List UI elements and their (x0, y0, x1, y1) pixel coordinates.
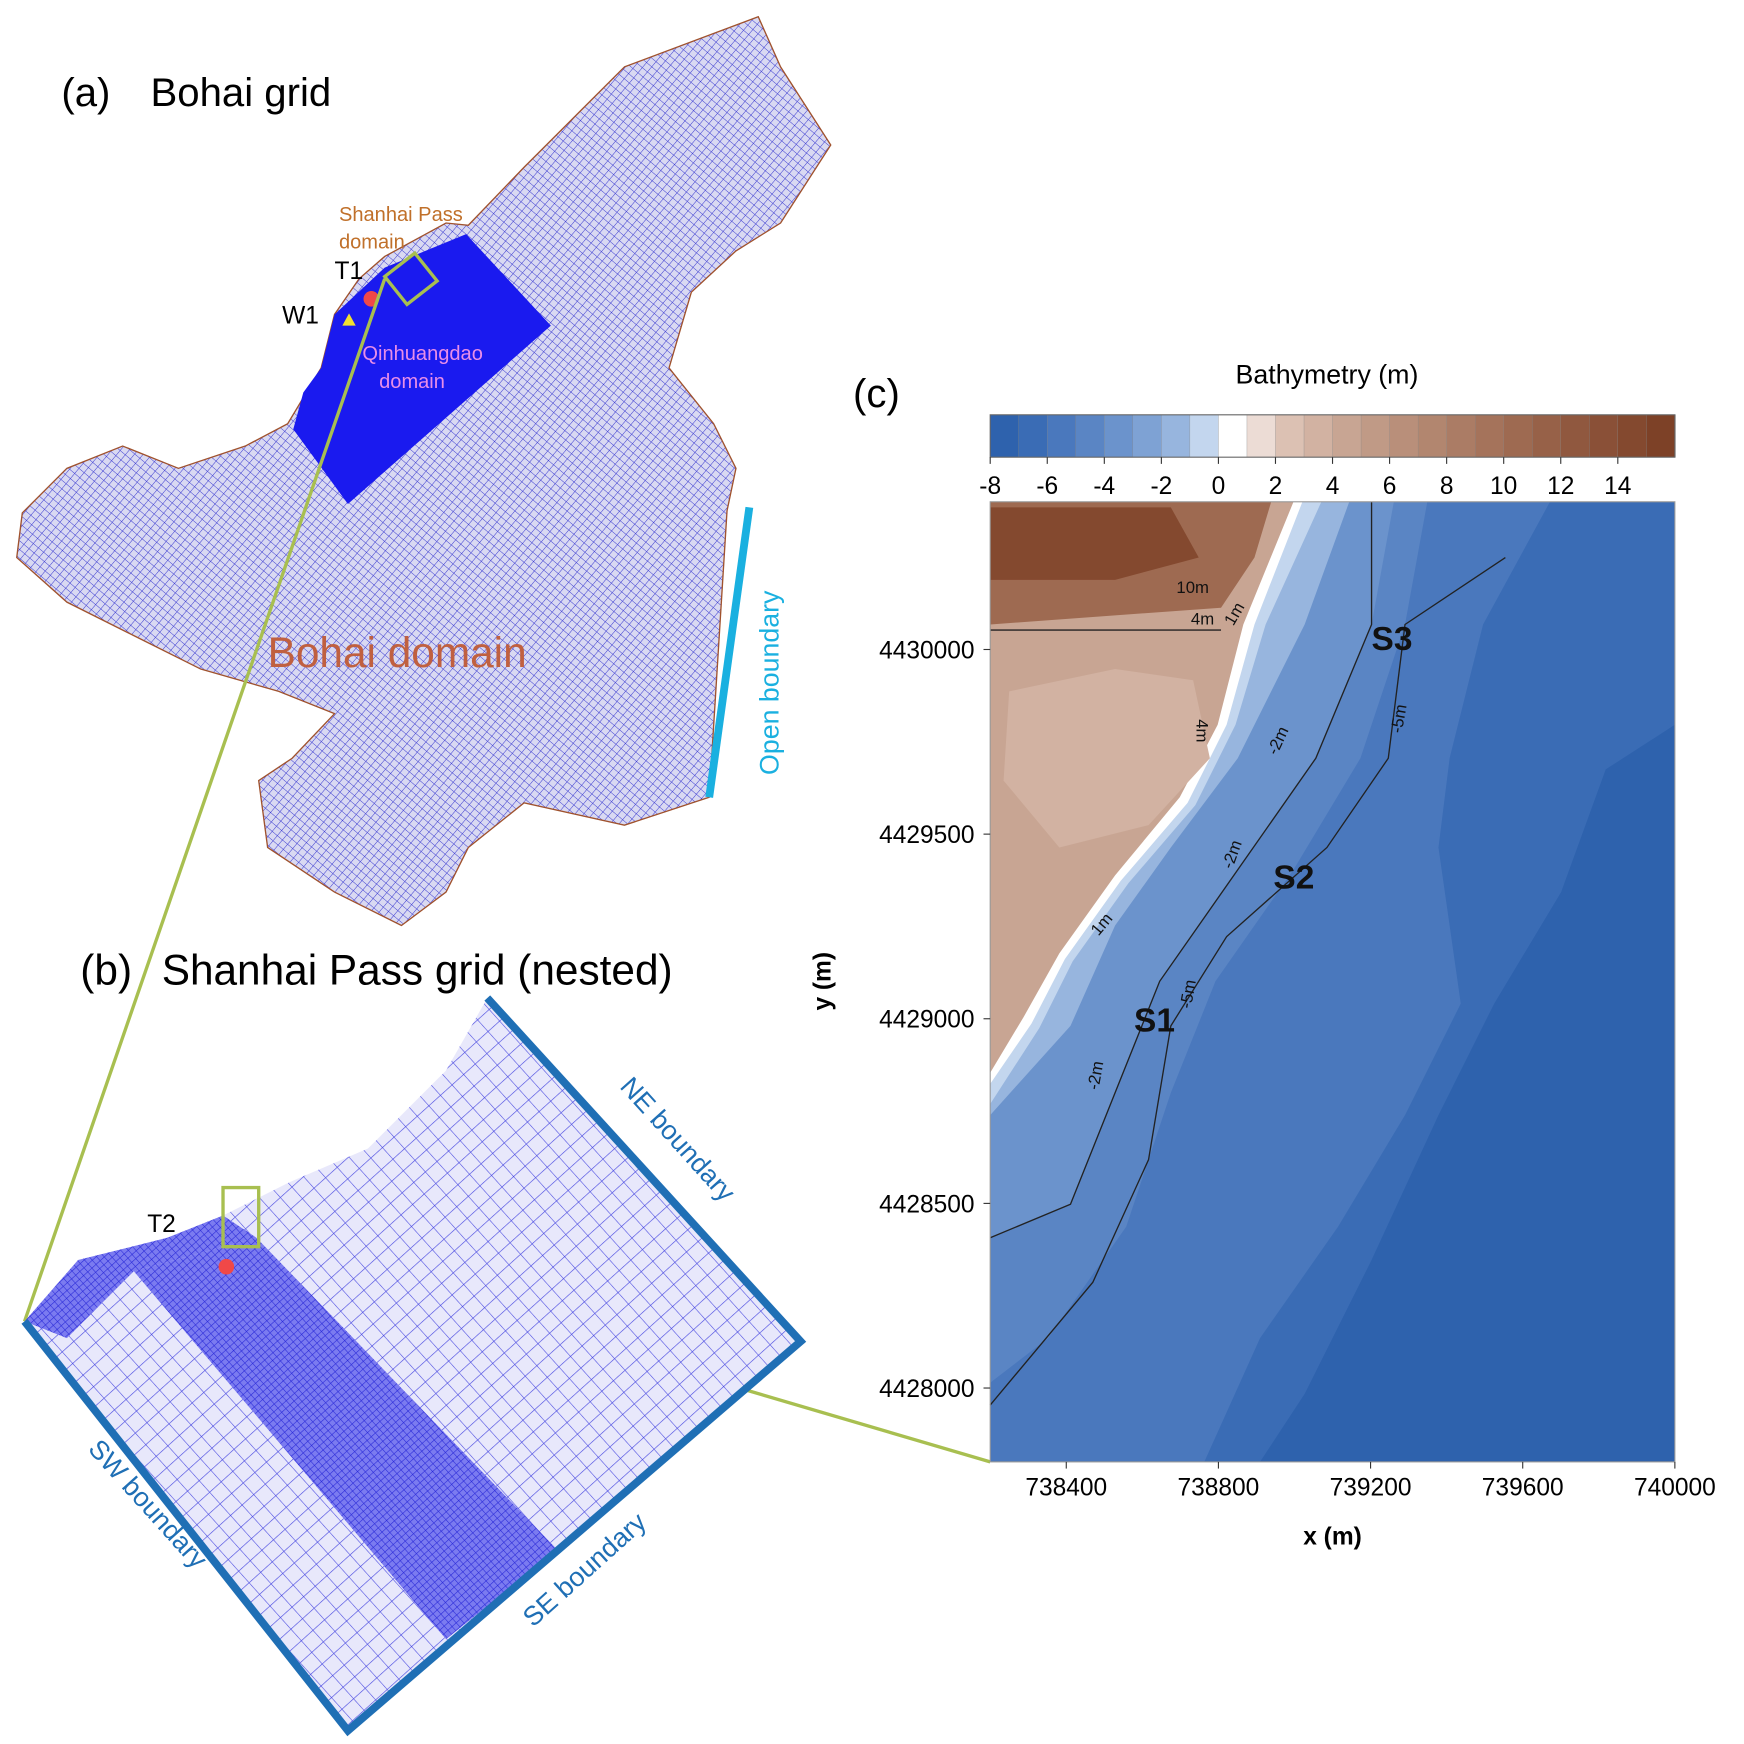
site-label: S2 (1273, 860, 1314, 897)
contour-label: -5m (1387, 703, 1411, 735)
colorbar-swatch (1332, 414, 1362, 458)
contour-label: 4m (1191, 609, 1214, 628)
contour-label: -2m (1084, 1060, 1108, 1092)
colorbar-tick-label: 14 (1604, 473, 1631, 500)
plot-frame (989, 501, 1676, 1463)
y-tick-label: 4429000 (879, 1007, 974, 1034)
colorbar-tick-label: -6 (1036, 473, 1058, 500)
x-tick-label: 739600 (1482, 1474, 1564, 1501)
colorbar-tick-label: 4 (1326, 473, 1340, 500)
panel-a: (a) Bohai grid Shanhai Pass domain T1 W1… (16, 15, 832, 927)
site-label: S3 (1372, 621, 1413, 658)
w1-marker (342, 313, 356, 326)
shanhai-box (382, 250, 440, 307)
x-tick-label: 738800 (1178, 1474, 1260, 1501)
colorbar-tick-label: 0 (1212, 473, 1226, 500)
connector (22, 278, 387, 1322)
colorbar-tick-label: -2 (1150, 473, 1172, 500)
x-tick-label: 739200 (1330, 1474, 1412, 1501)
contour-label: -5m (1176, 978, 1200, 1010)
colorbar-tick-label: 6 (1383, 473, 1397, 500)
contour-label: 10m (1176, 578, 1209, 597)
panel-title: Bohai grid (151, 70, 332, 115)
colorbar-swatch (1589, 414, 1619, 458)
colorbar-swatch (990, 414, 1020, 458)
colorbar-swatch (1189, 414, 1220, 458)
shanhai-label: Shanhai Pass (339, 204, 463, 226)
colorbar-swatch (1446, 414, 1476, 458)
x-tick-label: 738400 (1025, 1474, 1107, 1501)
colorbar-swatch (1218, 414, 1248, 458)
panel-label: (a) (61, 70, 110, 115)
colorbar-tick-label: -8 (979, 473, 1001, 500)
y-tick-label: 4429500 (879, 822, 974, 849)
refined-mesh (133, 1237, 558, 1640)
site-label: T2 (147, 1211, 176, 1238)
site-label: S1 (1134, 1002, 1175, 1039)
colorbar-swatch (1503, 414, 1533, 458)
colorbar-swatch (1389, 414, 1419, 458)
y-tick-label: 4428500 (879, 1191, 974, 1218)
shanhai-mesh (24, 998, 801, 1731)
colorbar-tick-label: -4 (1093, 473, 1115, 500)
colorbar-swatch (1646, 414, 1676, 458)
colorbar-swatch (1475, 414, 1505, 458)
x-axis-title: x (m) (1303, 1523, 1362, 1550)
qinhuangdao-label: domain (379, 371, 445, 393)
qinhuangdao-mesh (293, 234, 551, 505)
colorbar-tick-label: 10 (1490, 473, 1517, 500)
boundary-label: Open boundary (754, 590, 784, 775)
open-boundary (21, 995, 807, 1737)
colorbar-swatch (1018, 414, 1048, 458)
panel-title: Shanhai Pass grid (nested) (162, 947, 673, 994)
colorbar-tick-label: 2 (1269, 473, 1283, 500)
open-boundary-line (705, 506, 754, 798)
colorbar-swatch (1132, 414, 1163, 458)
panel-c: (c) Bathymetry (m) 10m 4m 1m 4m -2m -5m … (810, 360, 1675, 1550)
colorbar-tick-label: 8 (1440, 473, 1454, 500)
colorbar-swatch (1417, 414, 1448, 458)
panel-label: (b) (80, 947, 132, 994)
y-tick-label: 4428000 (879, 1376, 974, 1403)
y-axis-title: y (m) (810, 952, 837, 1011)
colorbar-swatch (1075, 414, 1106, 458)
coast-mesh (24, 1215, 257, 1339)
colorbar-title: Bathymetry (m) (1236, 360, 1419, 390)
colorbar-tick-label: 12 (1547, 473, 1574, 500)
colorbar-swatch (1303, 414, 1334, 458)
contour-label: 4m (1192, 719, 1211, 742)
colorbar-swatch (1617, 414, 1648, 458)
bohai-mesh (16, 15, 832, 927)
zoom-box (221, 1185, 261, 1249)
site-label: W1 (282, 302, 319, 329)
colorbar-swatch (1104, 414, 1134, 458)
domain-label: Bohai domain (268, 629, 527, 676)
panel-b: (b) Shanhai Pass grid (nested) T2 NE bou… (21, 947, 807, 1737)
contour-field (989, 501, 1675, 1462)
colorbar-swatch (1047, 414, 1077, 458)
y-tick-label: 4430000 (879, 637, 974, 664)
t2-marker (218, 1258, 235, 1275)
panel-label: (c) (853, 371, 900, 416)
shanhai-label: domain (339, 232, 405, 254)
site-label: T1 (335, 258, 364, 285)
colorbar-swatch (1275, 414, 1305, 458)
colorbar-swatch (1360, 414, 1391, 458)
qinhuangdao-label: Qinhuangdao (362, 343, 482, 365)
colorbar-swatch (1246, 414, 1277, 458)
colorbar-swatch (1560, 414, 1591, 458)
x-tick-label: 740000 (1634, 1474, 1716, 1501)
colorbar-swatch (1532, 414, 1562, 458)
colorbar-swatch (1161, 414, 1191, 458)
